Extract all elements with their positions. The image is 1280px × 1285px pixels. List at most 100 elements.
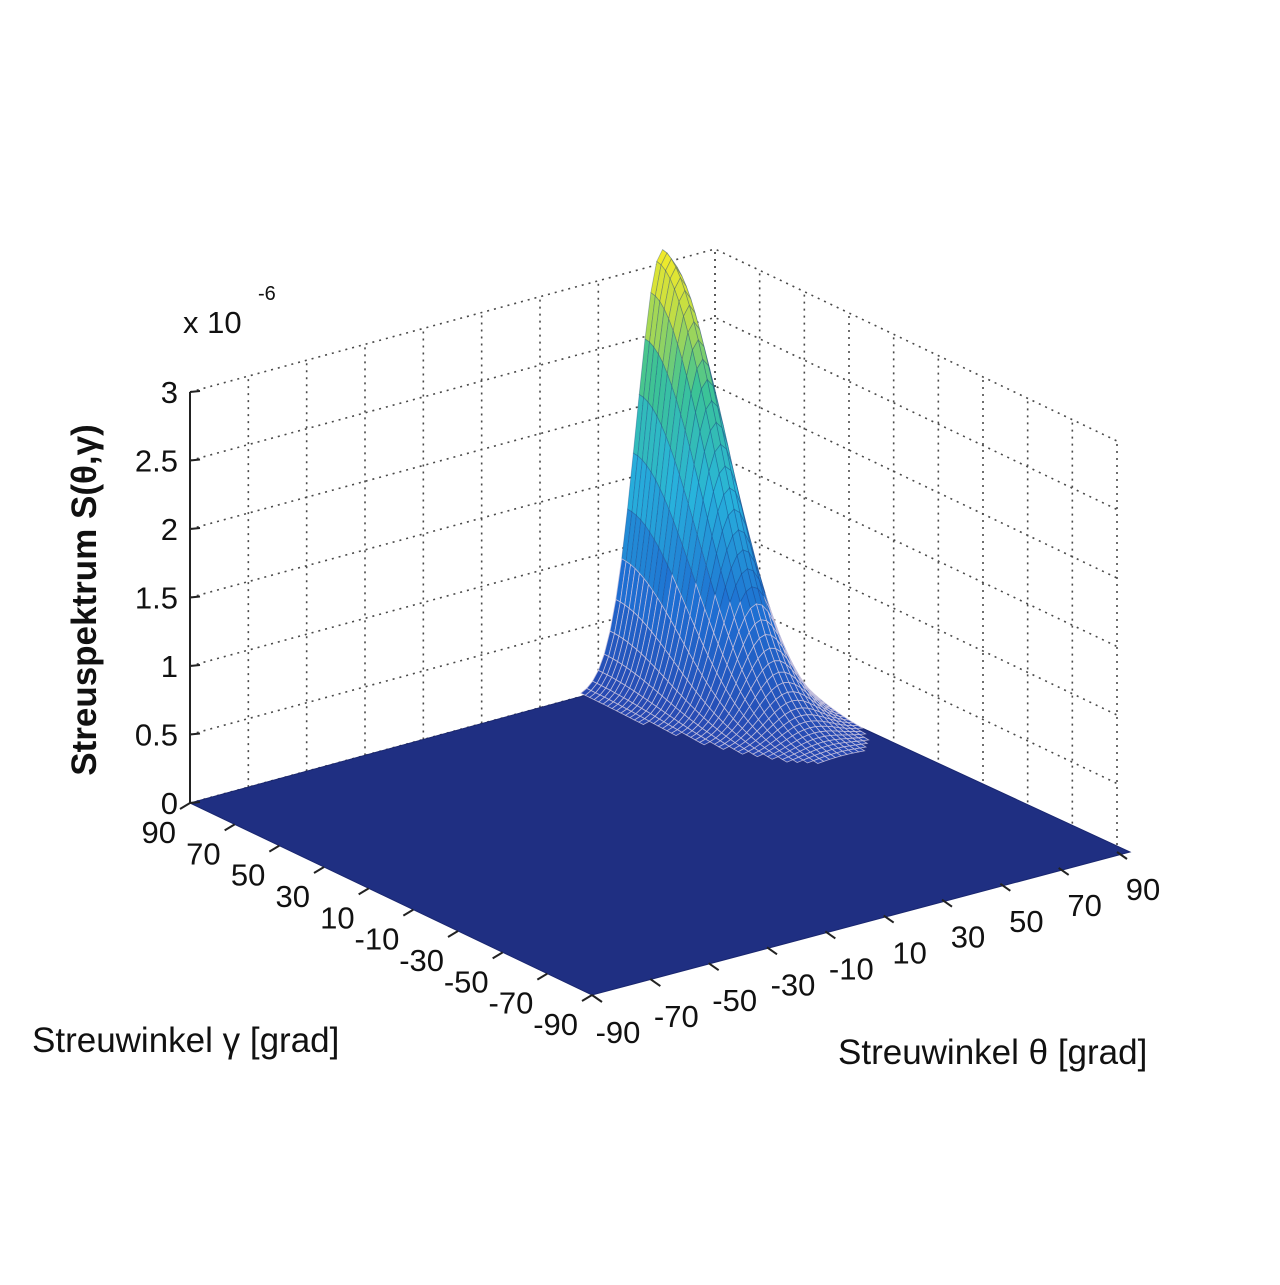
surface-patch	[749, 543, 761, 578]
surface-patch	[714, 443, 726, 475]
gamma-tick-mark	[447, 930, 459, 938]
gamma-tick-label: 50	[231, 858, 265, 893]
surface-patch	[737, 748, 750, 755]
labels-group: x 10 -6 Streuspektrum S(θ,γ) Streuwinkel…	[32, 283, 1160, 1072]
theta-tick-mark	[649, 978, 661, 987]
surface-patch	[684, 393, 696, 448]
z-exponent-label: x 10	[183, 305, 242, 340]
theta-tick-mark	[941, 898, 953, 908]
gamma-tick-label: -70	[489, 986, 534, 1021]
theta-tick-label: 90	[1126, 872, 1160, 907]
surface-patch	[766, 753, 779, 760]
surface-patch	[670, 729, 683, 737]
z-tick-label: 2.5	[135, 444, 178, 479]
theta-tick-label: 30	[951, 920, 985, 955]
theta-tick-mark	[883, 914, 895, 924]
grid-line	[189, 385, 1118, 579]
surface-patch	[700, 378, 713, 411]
gamma-tick-label: 10	[320, 900, 354, 935]
z-tick-label: 0.5	[135, 718, 178, 753]
grid-line	[189, 248, 1118, 442]
surface-patch	[669, 399, 682, 462]
z-tick-mark	[189, 732, 201, 736]
theta-tick-label: -30	[771, 967, 816, 1002]
gamma-tick-label: 90	[142, 815, 176, 850]
theta-tick-mark	[824, 930, 836, 940]
surface-patch	[715, 421, 728, 451]
surface-patch	[668, 287, 680, 333]
theta-tick-mark	[1058, 867, 1070, 876]
surface-patch	[701, 518, 713, 566]
surface-patch	[718, 743, 731, 750]
surface-patch	[689, 412, 701, 465]
surface-patch	[696, 500, 708, 551]
theta-tick-mark	[999, 882, 1011, 892]
gamma-tick-mark	[402, 908, 414, 917]
surface-patch	[711, 511, 723, 554]
surface-patch	[719, 443, 732, 472]
surface-patch	[705, 399, 717, 432]
gamma-tick-mark	[581, 994, 593, 1002]
z-tick-label: 1.5	[135, 581, 178, 616]
surface-patch	[661, 373, 673, 438]
grid-line	[189, 453, 1118, 648]
gamma-tick-label: -30	[399, 943, 444, 978]
grid-line	[189, 590, 1118, 785]
z-axis-title: Streuspektrum S(θ,γ)	[65, 424, 104, 776]
theta-tick-label: -70	[654, 999, 699, 1034]
surface-patch	[698, 738, 711, 746]
gamma-tick-mark	[313, 866, 325, 874]
theta-tick-mark	[1116, 851, 1128, 860]
surface-patch	[687, 320, 699, 352]
gamma-tick-label: -50	[444, 964, 489, 999]
theta-tick-label: 10	[892, 936, 926, 971]
z-tick-mark	[189, 664, 201, 667]
z-tick-label: 0	[161, 786, 178, 821]
gamma-tick-label: -10	[355, 922, 400, 957]
theta-tick-mark	[591, 994, 603, 1003]
z-tick-label: 1	[161, 649, 178, 684]
theta-tick-label: -90	[596, 1015, 641, 1050]
theta-axis-title: Streuwinkel θ [grad]	[838, 1033, 1147, 1072]
z-tick-mark	[189, 801, 201, 804]
surface-patch	[730, 554, 742, 587]
surface-patch	[650, 414, 662, 482]
theta-tick-label: 70	[1067, 888, 1101, 923]
surface-patch	[677, 489, 689, 546]
z-tick-mark	[189, 527, 201, 530]
surface-patch	[723, 487, 735, 517]
surface-patch	[752, 750, 765, 758]
gamma-tick-mark	[268, 844, 280, 853]
surface-patch	[802, 757, 815, 764]
grid-line	[189, 522, 1118, 716]
surface-patch	[791, 756, 804, 763]
grid-line	[189, 316, 1118, 511]
gamma-tick-mark	[224, 823, 236, 832]
surface-patch	[631, 455, 643, 517]
surface-patch	[691, 338, 704, 371]
surface-patch	[635, 459, 648, 522]
gamma-tick-label: -90	[533, 1007, 578, 1042]
theta-tick-mark	[708, 962, 720, 972]
z-tick-mark	[189, 390, 201, 393]
surface-patch	[632, 393, 645, 457]
gamma-tick-label: 70	[186, 836, 220, 871]
surface-group	[580, 248, 870, 764]
z-tick-label: 2	[161, 512, 178, 547]
surface-patch	[703, 430, 716, 474]
z-exponent-value: -6	[258, 283, 276, 305]
gamma-tick-label: 30	[276, 879, 310, 914]
surface-patch	[674, 276, 686, 303]
gamma-tick-mark	[179, 802, 191, 810]
gamma-tick-mark	[536, 972, 548, 981]
surface-patch	[781, 756, 794, 763]
surface-patch	[638, 718, 651, 725]
axes-group	[179, 390, 1128, 1003]
z-tick-mark	[189, 595, 201, 599]
surface-patch	[718, 465, 730, 496]
theta-tick-label: 50	[1009, 904, 1043, 939]
surface-patch	[726, 534, 738, 570]
z-tick-mark	[189, 458, 201, 462]
